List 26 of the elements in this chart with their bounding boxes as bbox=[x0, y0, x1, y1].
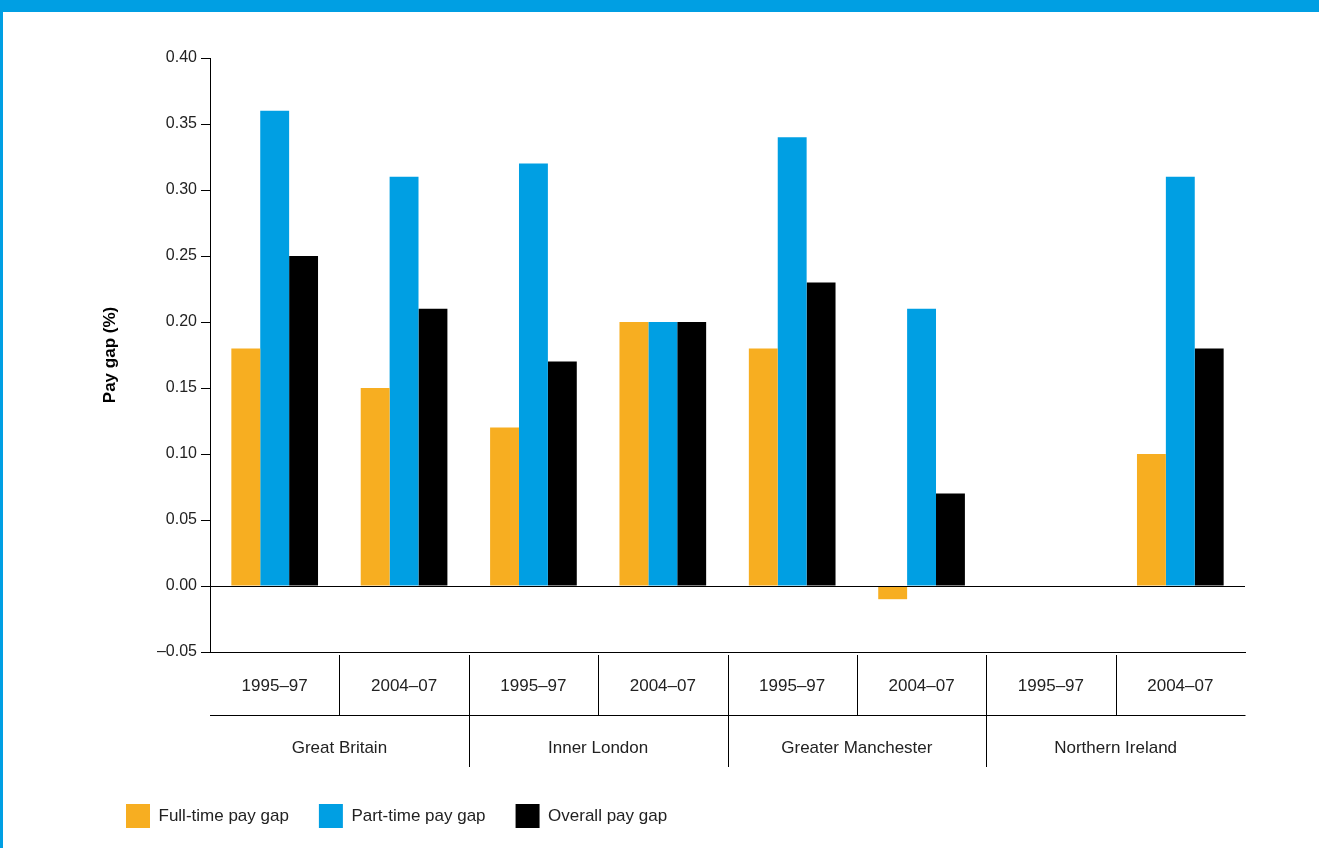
y-axis-title: Pay gap (%) bbox=[99, 306, 119, 404]
text: Inner London bbox=[548, 737, 649, 757]
y-tick-label: 0.20 bbox=[165, 312, 198, 330]
y-tick-label: 0.35 bbox=[165, 114, 198, 132]
y-tick-label: –0.05 bbox=[156, 642, 198, 660]
y-tick-label: 0.25 bbox=[165, 246, 198, 264]
y-tick-label: 0.40 bbox=[165, 48, 198, 66]
x-tick-label: 2004–07 bbox=[888, 675, 955, 695]
x-tick-label: 1995–97 bbox=[241, 675, 308, 695]
x-tick-label: 2004–07 bbox=[629, 675, 696, 695]
x-tick-label: 2004–07 bbox=[1147, 675, 1214, 695]
x-tick-label: 2004–07 bbox=[370, 675, 438, 695]
legend-label: Full-time pay gap bbox=[158, 805, 289, 825]
text: Northern Ireland bbox=[1054, 737, 1178, 757]
text: Greater Manchester bbox=[781, 737, 933, 757]
y-tick-label: 0.15 bbox=[165, 378, 198, 396]
x-tick-label: 1995–97 bbox=[500, 675, 567, 695]
x-tick-label: 1995–97 bbox=[1017, 675, 1085, 695]
y-tick-label: 0.30 bbox=[165, 180, 198, 198]
text: Great Britain bbox=[291, 737, 388, 757]
y-tick-label: 0.10 bbox=[165, 444, 198, 462]
x-tick-label: 1995–97 bbox=[759, 675, 826, 695]
y-tick-label: 0.00 bbox=[165, 576, 198, 594]
legend-label: Overall pay gap bbox=[548, 805, 668, 825]
legend-label: Part-time pay gap bbox=[351, 805, 486, 825]
y-tick-label: 0.05 bbox=[165, 510, 198, 528]
